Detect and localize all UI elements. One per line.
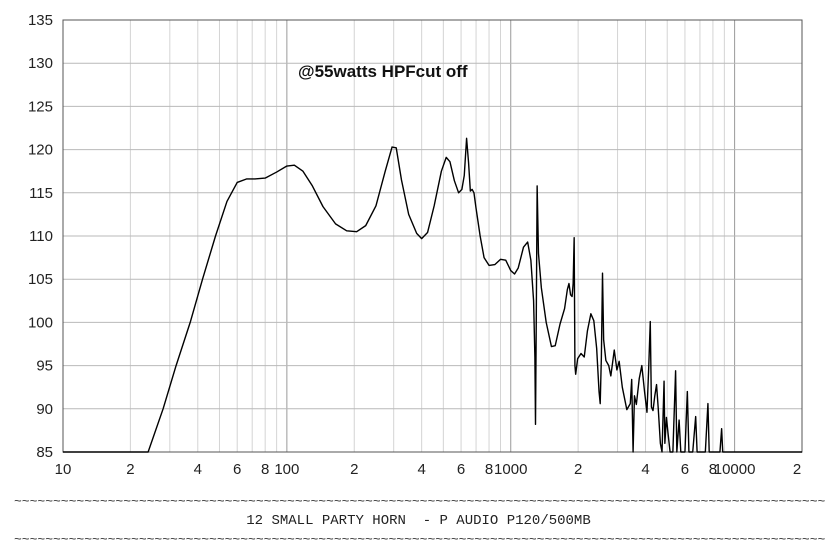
grid-lines — [63, 20, 802, 452]
y-tick-label: 110 — [29, 228, 53, 245]
x-tick-label: 4 — [641, 461, 649, 478]
response-curve — [63, 137, 802, 453]
x-tick-label: 10 — [55, 461, 72, 478]
x-tick-label: 2 — [350, 461, 358, 478]
x-tick-label: 8 — [709, 461, 717, 478]
x-tick-label: 1000 — [494, 461, 527, 478]
x-tick-label: 6 — [457, 461, 465, 478]
y-tick-label: 85 — [36, 444, 53, 461]
y-tick-label: 125 — [28, 98, 53, 115]
x-tick-label: 2 — [574, 461, 582, 478]
top-separator: ~~~~~~~~~~~~~~~~~~~~~~~~~~~~~~~~~~~~~~~~… — [14, 494, 826, 509]
x-tick-label: 100 — [274, 461, 299, 478]
x-tick-label: 4 — [194, 461, 202, 478]
x-tick-label: 2 — [793, 461, 801, 478]
bottom-separator: ~~~~~~~~~~~~~~~~~~~~~~~~~~~~~~~~~~~~~~~~… — [14, 532, 826, 547]
y-tick-label: 105 — [28, 271, 53, 288]
x-tick-label: 4 — [417, 461, 425, 478]
y-tick-label: 90 — [36, 401, 53, 418]
chart-caption: 12 SMALL PARTY HORN - P AUDIO P120/500MB — [246, 513, 591, 529]
x-tick-label: 2 — [126, 461, 134, 478]
y-tick-label: 130 — [28, 55, 53, 72]
x-tick-label: 10000 — [714, 461, 756, 478]
y-tick-label: 135 — [28, 12, 53, 29]
x-tick-label: 6 — [681, 461, 689, 478]
y-tick-label: 115 — [29, 185, 53, 202]
plot-area-frame — [62, 19, 803, 453]
x-tick-label: 8 — [485, 461, 493, 478]
x-tick-label: 8 — [261, 461, 269, 478]
chart-annotation: @55watts HPFcut off — [298, 62, 468, 81]
y-tick-label: 95 — [36, 358, 53, 375]
x-tick-label: 6 — [233, 461, 241, 478]
y-tick-label: 120 — [28, 142, 53, 159]
y-tick-label: 100 — [28, 314, 53, 331]
y-axis-ticks: 135 130 125 120 115 110 105 100 95 90 85 — [28, 12, 53, 461]
